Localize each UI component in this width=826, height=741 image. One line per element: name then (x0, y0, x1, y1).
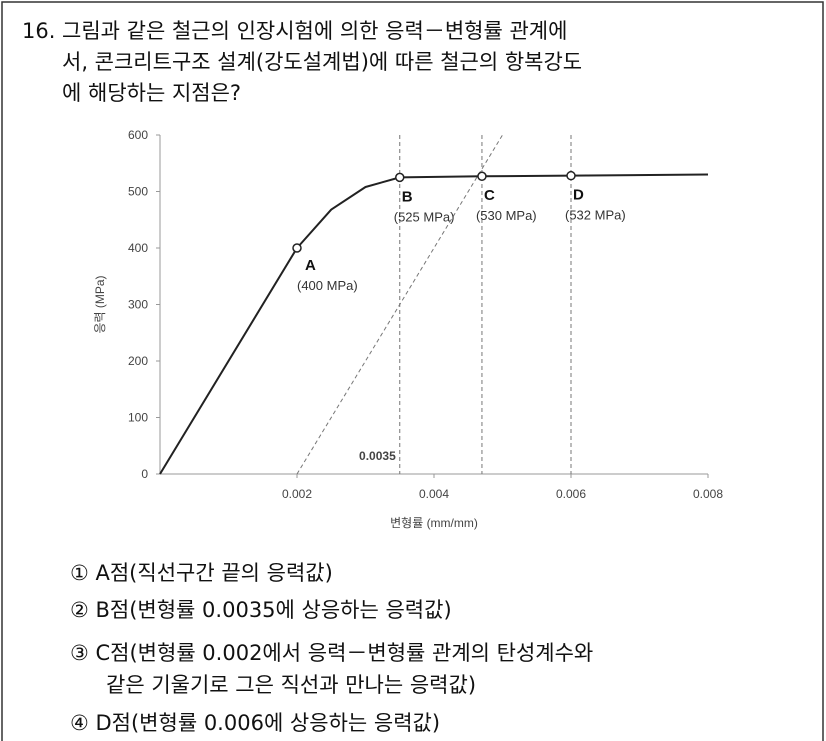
option-line: ④ D점(변형률 0.006에 상응하는 응력값) (70, 711, 440, 735)
x-tick-label: 0.006 (556, 487, 586, 501)
y-tick-label: 600 (128, 128, 148, 142)
y-tick-label: 500 (128, 185, 148, 199)
y-tick-label: 100 (128, 411, 148, 425)
option-line: ① A점(직선구간 끝의 응력값) (70, 561, 333, 585)
question-line: 서, 콘크리트구조 설계(강도설계법)에 따른 철근의 항복강도 (62, 50, 582, 74)
chart: 0 100 200 300 400 500 600 0.002 0.004 0.006 0.008 변… (93, 128, 723, 530)
curve (159, 173, 709, 475)
y-tick-label: 200 (128, 354, 148, 368)
point-value: (530 MPa) (476, 208, 537, 223)
point-value: (525 MPa) (394, 209, 455, 224)
annotation: 0.0035 (359, 449, 396, 463)
point-value: (400 MPa) (297, 278, 358, 293)
point-label: D (573, 187, 584, 204)
point (477, 171, 487, 181)
offset-line (296, 134, 503, 475)
y-tick-label: 300 (128, 298, 148, 312)
point-label: A (305, 257, 316, 274)
point-value: (532 MPa) (565, 208, 626, 223)
point-label: B (402, 188, 413, 205)
point (566, 170, 576, 181)
option-line: 같은 기울기로 그은 직선과 만나는 응력값) (106, 673, 476, 697)
x-axis-label: 변형률 (mm/mm) (390, 516, 478, 530)
y-tick-label: 400 (128, 241, 148, 255)
x-tick-label: 0.008 (693, 487, 723, 501)
question-number: 16. (22, 19, 55, 43)
x-tick-label: 0.004 (419, 487, 449, 501)
question-line: 에 해당하는 지점은? (62, 81, 241, 105)
y-tick-label: 0 (141, 467, 148, 481)
point (395, 172, 405, 183)
point (292, 243, 302, 253)
options: ① A점(직선구간 끝의 응력값) ② B점(변형률 0.0035에 상응하는 응… (70, 561, 593, 735)
point-label: C (484, 187, 495, 204)
y-axis-label: 응력 (MPa) (93, 275, 107, 333)
option-line: ③ C점(변형률 0.002에서 응력－변형률 관계의 탄성계수와 (70, 641, 593, 665)
x-tick-label: 0.002 (282, 487, 312, 501)
question-line: 그림과 같은 철근의 인장시험에 의한 응력－변형률 관계에 (62, 19, 567, 43)
option-line: ② B점(변형률 0.0035에 상응하는 응력값) (70, 598, 452, 622)
